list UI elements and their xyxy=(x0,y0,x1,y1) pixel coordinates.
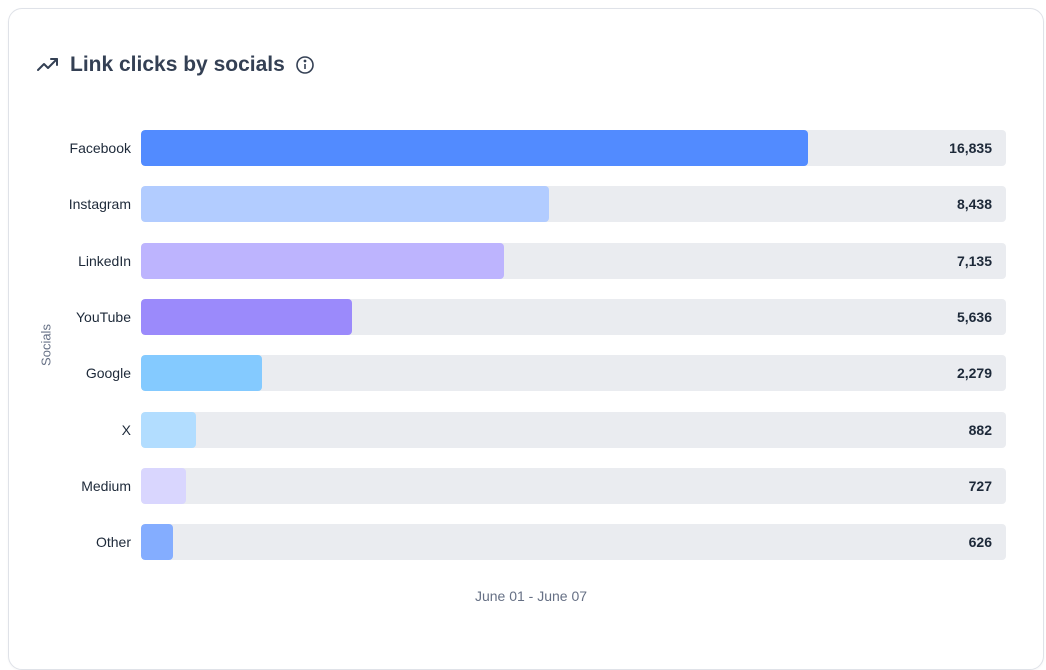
bar[interactable] xyxy=(141,411,197,448)
category-label: YouTube xyxy=(75,308,131,325)
bar[interactable] xyxy=(141,355,263,392)
info-icon[interactable] xyxy=(295,55,315,75)
bar[interactable] xyxy=(141,130,808,166)
category-label: Google xyxy=(85,365,131,382)
bar-track: 7,135 xyxy=(141,242,1006,279)
bar-row: YouTube 5,636 xyxy=(0,298,1046,335)
value-label: 626 xyxy=(968,534,992,551)
category-label: Medium xyxy=(81,477,131,494)
bar-row: Medium 727 xyxy=(0,467,1046,504)
bar[interactable] xyxy=(141,524,173,561)
value-label: 16,835 xyxy=(949,140,992,156)
bar-track: 882 xyxy=(141,411,1006,448)
value-label: 2,279 xyxy=(956,365,992,382)
bar[interactable] xyxy=(141,298,353,335)
bar-track: 16,835 xyxy=(141,130,1006,166)
category-label: Facebook xyxy=(69,140,131,156)
bar-track: 2,279 xyxy=(141,355,1006,392)
category-label: Other xyxy=(95,534,131,551)
value-label: 882 xyxy=(968,421,992,438)
bar-track: 8,438 xyxy=(141,186,1006,223)
bar-row: X 882 xyxy=(0,411,1046,448)
bar-track: 727 xyxy=(141,467,1006,504)
bar-row: Instagram 8,438 xyxy=(0,186,1046,223)
chart-card xyxy=(8,8,1044,670)
value-label: 727 xyxy=(968,477,992,494)
bar[interactable] xyxy=(141,467,186,504)
bar[interactable] xyxy=(141,186,550,223)
bar[interactable] xyxy=(141,242,505,279)
bar-row: LinkedIn 7,135 xyxy=(0,242,1046,279)
x-axis-label: June 01 - June 07 xyxy=(474,588,588,604)
category-label: X xyxy=(121,421,131,438)
category-label: Instagram xyxy=(68,196,131,213)
value-label: 8,438 xyxy=(956,196,992,213)
chart-title: Link clicks by socials xyxy=(70,53,285,76)
trend-up-icon xyxy=(37,58,58,71)
value-label: 5,636 xyxy=(956,308,992,325)
bar-row: Facebook 16,835 xyxy=(0,130,1046,166)
chart-header: Link clicks by socials xyxy=(36,50,315,80)
category-label: LinkedIn xyxy=(78,252,131,269)
bar-track: 5,636 xyxy=(141,298,1006,335)
bar-row: Google 2,279 xyxy=(0,355,1046,392)
bar-track: 626 xyxy=(141,524,1006,561)
bar-row: Other 626 xyxy=(0,524,1046,561)
value-label: 7,135 xyxy=(956,252,992,269)
